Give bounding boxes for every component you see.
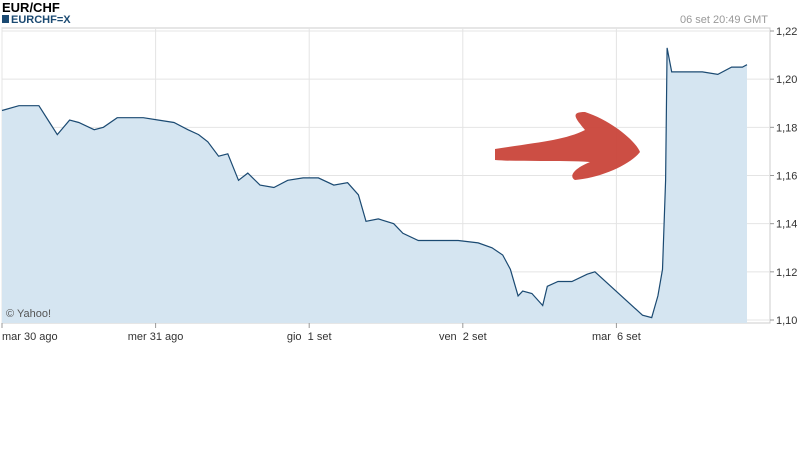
x-tick-label: mar 6 set	[592, 331, 641, 343]
y-tick-label: 1,18	[776, 122, 797, 134]
x-tick-label: gio 1 set	[287, 331, 332, 343]
x-tick-label: ven 2 set	[439, 331, 487, 343]
plot: 1,10 1,12 1,14 1,16 1,18 1,20 1,22 mar 30 ago me…	[1, 26, 797, 343]
timestamp: 06 set 20:49 GMT	[680, 14, 768, 26]
y-tick-label: 1,16	[776, 171, 797, 183]
y-tick-label: 1,10	[776, 315, 797, 327]
arrow-annotation	[495, 112, 640, 180]
chart-title: EUR/CHF	[2, 0, 60, 15]
x-tick-label: mer 31 ago	[128, 331, 184, 343]
area-fill	[2, 47, 747, 324]
x-tick-label: mar 30 ago	[2, 331, 58, 343]
y-tick-label: 1,14	[776, 219, 797, 231]
legend-swatch	[2, 15, 9, 23]
price-line	[1, 47, 748, 319]
y-tick-label: 1,22	[776, 26, 797, 38]
credit: © Yahoo!	[6, 308, 51, 320]
y-tick-label: 1,20	[776, 74, 797, 86]
legend-label: EURCHF=X	[11, 14, 71, 26]
y-tick-label: 1,12	[776, 267, 797, 279]
